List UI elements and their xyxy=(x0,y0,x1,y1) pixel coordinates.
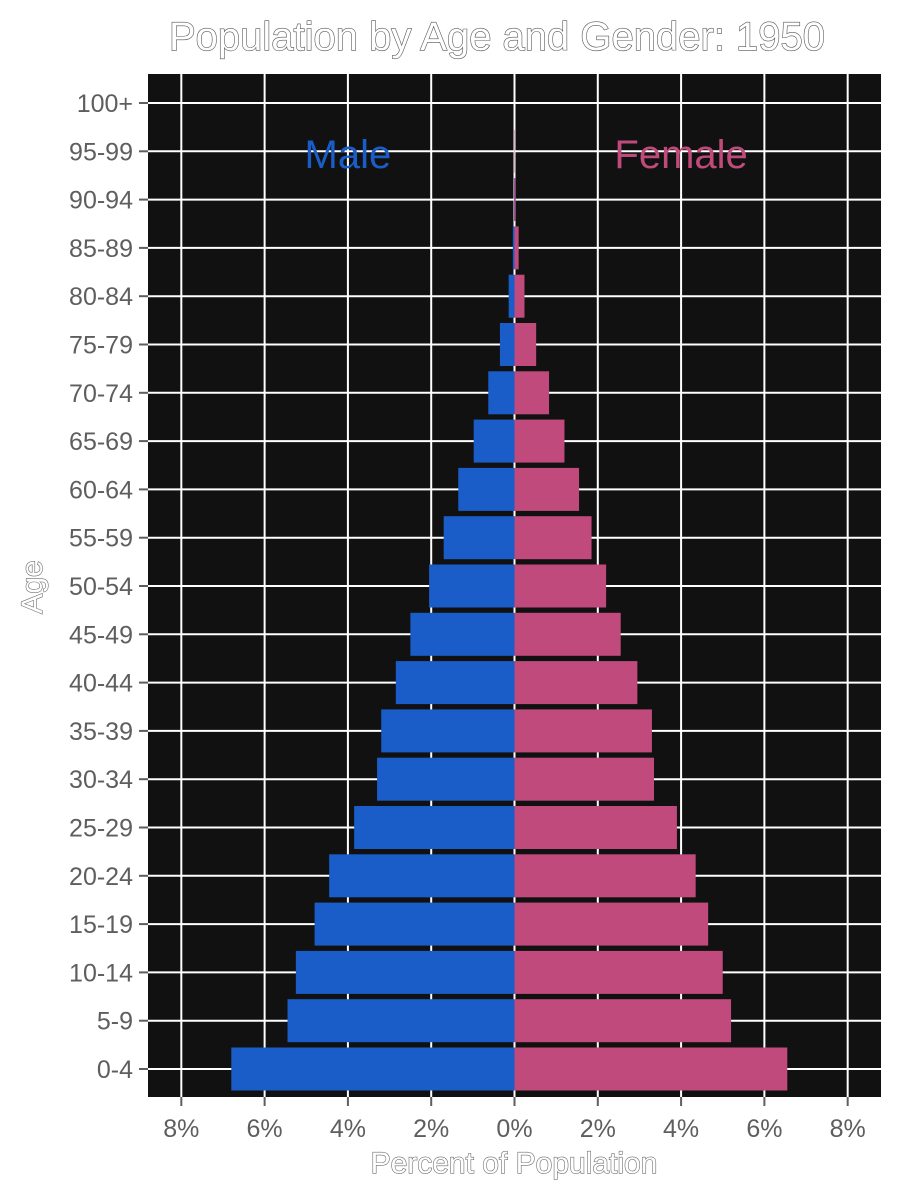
bar-male-80-84 xyxy=(508,274,515,318)
bar-female-60-64 xyxy=(514,467,580,511)
bar-female-35-39 xyxy=(514,709,652,753)
bar-female-70-74 xyxy=(514,371,550,415)
y-tick-label: 45-49 xyxy=(69,621,133,649)
bars xyxy=(231,129,788,1091)
bar-male-65-69 xyxy=(473,419,515,463)
bar-male-85-89 xyxy=(512,226,515,270)
bar-male-55-59 xyxy=(443,516,515,560)
bar-female-30-34 xyxy=(514,757,655,801)
y-tick-label: 15-19 xyxy=(69,911,133,939)
y-tick-label: 90-94 xyxy=(69,187,133,215)
bar-male-50-54 xyxy=(429,564,515,608)
bar-male-15-19 xyxy=(314,902,515,946)
bar-male-45-49 xyxy=(410,612,515,656)
y-tick-label: 50-54 xyxy=(69,573,133,601)
x-tick-label: 6% xyxy=(746,1115,782,1143)
chart-title: Population by Age and Gender: 1950 xyxy=(169,15,825,59)
bar-female-0-4 xyxy=(514,1047,788,1091)
y-tick-label: 55-59 xyxy=(69,525,133,553)
y-tick-label: 80-84 xyxy=(69,283,133,311)
y-tick-label: 40-44 xyxy=(69,670,133,698)
x-tick-label: 8% xyxy=(163,1115,199,1143)
bar-male-35-39 xyxy=(381,709,515,753)
y-tick-label: 60-64 xyxy=(69,476,133,504)
bar-female-80-84 xyxy=(514,274,525,318)
legend-female: Female xyxy=(614,133,747,177)
x-axis-title: Percent of Population xyxy=(371,1147,658,1180)
x-axis: 8% 6% 4% 2% 0% 2% 4% 6% 8% xyxy=(163,1097,866,1143)
bar-female-85-89 xyxy=(514,226,519,270)
y-tick-label: 100+ xyxy=(77,90,133,118)
bar-female-75-79 xyxy=(514,323,537,366)
bar-female-10-14 xyxy=(514,950,723,994)
bar-female-65-69 xyxy=(514,419,565,463)
y-tick-label: 85-89 xyxy=(69,235,133,263)
bar-male-0-4 xyxy=(231,1047,515,1091)
bar-female-45-49 xyxy=(514,612,621,656)
bar-male-30-34 xyxy=(377,757,515,801)
x-tick-label: 4% xyxy=(663,1115,699,1143)
bar-female-15-19 xyxy=(514,902,709,946)
x-tick-label: 6% xyxy=(247,1115,283,1143)
x-tick-label: 8% xyxy=(830,1115,866,1143)
y-tick-label: 20-24 xyxy=(69,863,133,891)
y-tick-label: 95-99 xyxy=(69,138,133,166)
y-tick-label: 25-29 xyxy=(69,815,133,843)
bar-female-40-44 xyxy=(514,661,638,705)
bar-male-75-79 xyxy=(499,323,515,366)
y-tick-label: 5-9 xyxy=(97,1008,133,1036)
y-tick-label: 35-39 xyxy=(69,718,133,746)
bar-male-10-14 xyxy=(295,950,515,994)
bar-male-5-9 xyxy=(287,999,515,1043)
y-axis-title: Age xyxy=(16,560,49,613)
bar-female-25-29 xyxy=(514,806,677,849)
y-tick-label: 70-74 xyxy=(69,380,133,408)
x-tick-label: 4% xyxy=(330,1115,366,1143)
y-tick-label: 0-4 xyxy=(97,1056,133,1084)
legend-male: Male xyxy=(305,133,392,177)
x-tick-label: 2% xyxy=(413,1115,449,1143)
x-tick-label: 2% xyxy=(580,1115,616,1143)
bar-female-50-54 xyxy=(514,564,607,608)
bar-male-60-64 xyxy=(458,467,515,511)
x-tick-label: 0% xyxy=(496,1115,532,1143)
bar-female-90-94 xyxy=(514,178,516,222)
bar-male-40-44 xyxy=(395,661,515,705)
bar-female-5-9 xyxy=(514,999,732,1043)
y-tick-label: 65-69 xyxy=(69,428,133,456)
bar-male-25-29 xyxy=(354,806,515,849)
bar-male-70-74 xyxy=(488,371,515,415)
y-tick-label: 30-34 xyxy=(69,766,133,794)
bar-female-20-24 xyxy=(514,854,696,898)
y-tick-label: 10-14 xyxy=(69,959,133,987)
y-tick-label: 75-79 xyxy=(69,332,133,360)
y-axis: 0-4 5-9 10-14 15-19 20-24 25-29 30-34 35-39 40-4… xyxy=(69,90,148,1084)
bar-male-20-24 xyxy=(329,854,515,898)
bar-female-55-59 xyxy=(514,516,592,560)
